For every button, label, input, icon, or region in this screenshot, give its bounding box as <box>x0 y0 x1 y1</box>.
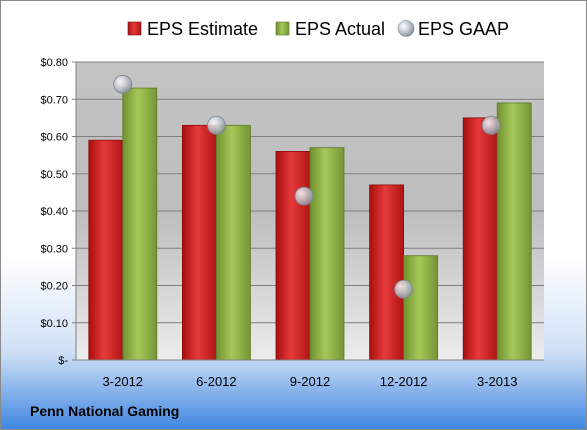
legend-label: EPS Actual <box>295 19 385 39</box>
eps-actual-bar <box>215 124 251 361</box>
eps-actual-bar <box>403 255 439 361</box>
gaap-markers <box>113 74 501 299</box>
legend: EPS Estimate EPS Actual EPS GAAP <box>127 19 509 39</box>
eps-estimate-bar <box>275 150 311 361</box>
legend-swatch-gaap <box>397 20 415 37</box>
y-tick-label: $0.70 <box>40 94 68 106</box>
legend-swatch-estimate <box>127 21 142 36</box>
legend-swatch-actual <box>275 21 290 36</box>
legend-label: EPS GAAP <box>418 19 509 39</box>
eps-estimate-bar <box>181 124 217 361</box>
eps-actual-bar <box>309 147 345 361</box>
y-tick-label: $0.50 <box>40 169 68 181</box>
y-tick-label: $0.30 <box>40 243 68 255</box>
eps-gaap-marker <box>394 279 414 299</box>
x-tick-label: 9-2012 <box>290 374 330 389</box>
eps-gaap-marker <box>206 115 226 135</box>
x-tick-label: 3-2013 <box>477 374 517 389</box>
y-tick-label: $0.60 <box>40 132 68 144</box>
eps-gaap-marker <box>481 115 501 135</box>
x-axis: 3-2012 6-2012 9-2012 12-2012 3-2013 <box>76 359 544 389</box>
eps-actual-bar <box>496 102 532 361</box>
eps-gaap-marker <box>113 74 133 94</box>
x-tick-label: 3-2012 <box>103 374 143 389</box>
y-tick-label: $0.80 <box>40 57 68 69</box>
x-tick-label: 6-2012 <box>196 374 236 389</box>
legend-label: EPS Estimate <box>147 19 258 39</box>
y-axis: $- $0.10 $0.20 $0.30 $0.40 $0.50 $0.60 $0.70 $0.… <box>40 57 77 367</box>
eps-estimate-bar <box>369 184 405 361</box>
company-name: Penn National Gaming <box>30 403 179 419</box>
eps-gaap-marker <box>294 186 314 206</box>
eps-actual-bar <box>122 87 158 361</box>
y-tick-label: $0.40 <box>40 206 68 218</box>
x-tick-label: 12-2012 <box>380 374 428 389</box>
bars <box>88 87 532 361</box>
y-tick-label: $0.10 <box>40 318 68 330</box>
eps-estimate-bar <box>462 117 498 361</box>
eps-estimate-bar <box>88 139 124 361</box>
y-tick-label: $- <box>58 355 68 367</box>
y-tick-label: $0.20 <box>40 281 68 293</box>
